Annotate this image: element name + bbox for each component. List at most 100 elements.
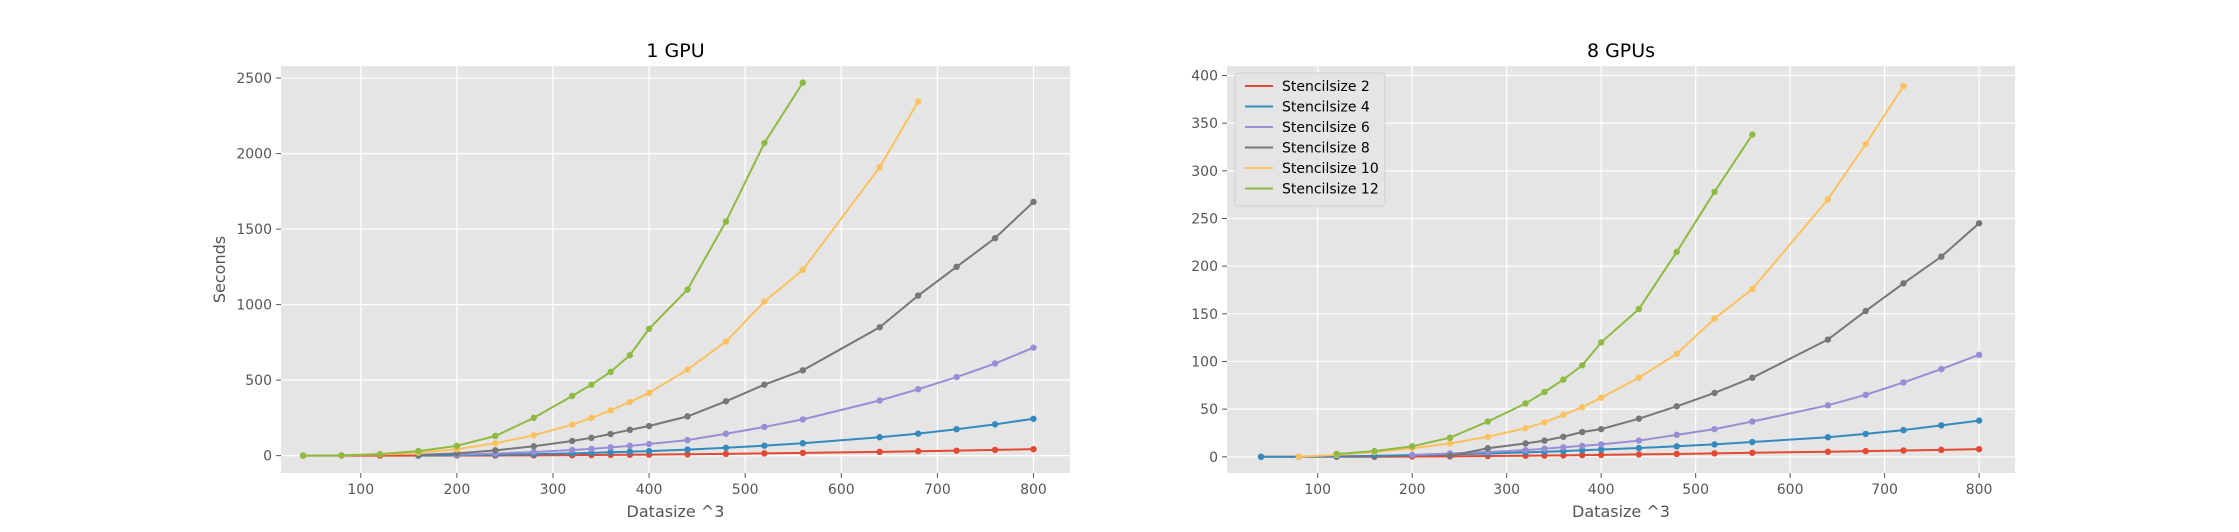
data-point [876, 163, 883, 171]
legend-entry: Stencilsize 10 [1282, 161, 1379, 177]
data-point [722, 338, 730, 345]
data-point [1484, 445, 1491, 452]
data-point [1711, 425, 1718, 433]
data-point [1749, 418, 1756, 425]
data-point [1749, 285, 1756, 293]
data-point [299, 452, 307, 459]
data-point [530, 443, 537, 450]
data-point [1597, 425, 1605, 433]
data-point [588, 414, 595, 422]
data-point [799, 266, 807, 274]
data-point [453, 442, 461, 450]
data-point [1635, 374, 1643, 381]
chart-panel-1: 100 200 300 400 500 600 700 800 0 500 1000 1500 2000… [210, 40, 1070, 521]
x-tick-label: 600 [828, 482, 855, 498]
data-point [1635, 415, 1643, 422]
y-tick-label: 250 [1191, 212, 1218, 228]
x-tick-label: 100 [1304, 482, 1331, 498]
data-point [1938, 446, 1945, 454]
data-point [626, 398, 634, 406]
data-point [492, 432, 499, 440]
y-tick-label: 200 [1191, 259, 1218, 275]
data-point [1597, 394, 1605, 401]
series-line [303, 100, 920, 457]
x-tick-label: 800 [1966, 482, 1993, 498]
data-point [684, 436, 691, 444]
data-point [1333, 450, 1340, 458]
data-point [953, 426, 960, 433]
data-point [1597, 446, 1605, 453]
series-stencilsize-6 [453, 344, 1037, 458]
data-point [376, 450, 384, 458]
data-point [1975, 351, 1983, 359]
y-tick-label: 50 [1200, 402, 1218, 418]
data-point [1824, 196, 1832, 203]
data-point [1560, 376, 1567, 383]
data-point [1711, 441, 1718, 448]
data-point [1711, 188, 1718, 196]
data-point [1030, 445, 1037, 453]
data-point [1975, 417, 1983, 424]
chart-title: 1 GPU [646, 40, 704, 62]
data-point [914, 292, 922, 299]
data-point [1900, 426, 1907, 434]
y-tick-label: 300 [1191, 164, 1218, 180]
data-point [1446, 452, 1454, 460]
x-tick-label: 500 [732, 482, 759, 498]
data-point [1541, 437, 1548, 444]
series-stencilsize-8 [1446, 220, 1983, 460]
data-point [799, 367, 807, 374]
data-point [761, 423, 768, 431]
data-point [588, 434, 595, 442]
data-point [1862, 391, 1869, 399]
data-point [684, 413, 691, 420]
data-point [722, 218, 730, 225]
data-point [1560, 433, 1567, 440]
data-point [645, 389, 653, 397]
data-point [1408, 443, 1416, 450]
series-stencilsize-6 [1408, 351, 1983, 459]
data-point [1579, 442, 1586, 450]
legend-entry: Stencilsize 8 [1282, 141, 1370, 157]
chart-panel-2: 100 200 300 400 500 600 700 800 0 50 100 150 200 250 3… [1191, 40, 2015, 521]
y-tick-label: 2000 [236, 147, 272, 163]
x-tick-label: 300 [1493, 482, 1520, 498]
x-tick-label: 200 [1399, 482, 1426, 498]
x-axis-label: Datasize ^3 [627, 502, 725, 521]
data-point [1862, 430, 1869, 438]
data-point [799, 449, 807, 457]
data-point [1862, 140, 1869, 148]
data-point [761, 381, 768, 388]
data-point [1579, 451, 1586, 459]
data-point [722, 430, 730, 437]
data-point [761, 450, 768, 457]
data-point [1749, 449, 1756, 456]
data-point [684, 446, 691, 453]
data-point [684, 451, 691, 458]
y-tick-label: 0 [263, 449, 272, 465]
data-point [1900, 82, 1907, 90]
data-point [1673, 403, 1680, 410]
data-point [568, 392, 576, 400]
data-point [645, 422, 653, 430]
data-point [1408, 451, 1416, 459]
series-line [1298, 85, 1905, 458]
data-point [1484, 418, 1491, 425]
y-tick-label: 350 [1191, 116, 1218, 132]
data-point [1673, 431, 1680, 439]
data-point [1579, 428, 1586, 436]
y-tick-label: 400 [1191, 69, 1218, 85]
data-point [1030, 415, 1037, 422]
data-point [588, 445, 595, 453]
x-tick-label: 500 [1682, 482, 1709, 498]
data-point [1522, 446, 1529, 454]
data-point [1673, 443, 1680, 450]
x-tick-label: 700 [1871, 482, 1898, 498]
data-point [607, 444, 614, 451]
data-point [1522, 425, 1529, 432]
data-point [1862, 447, 1869, 455]
y-tick-label: 1000 [236, 298, 272, 314]
data-point [607, 430, 614, 438]
data-point [722, 398, 730, 405]
